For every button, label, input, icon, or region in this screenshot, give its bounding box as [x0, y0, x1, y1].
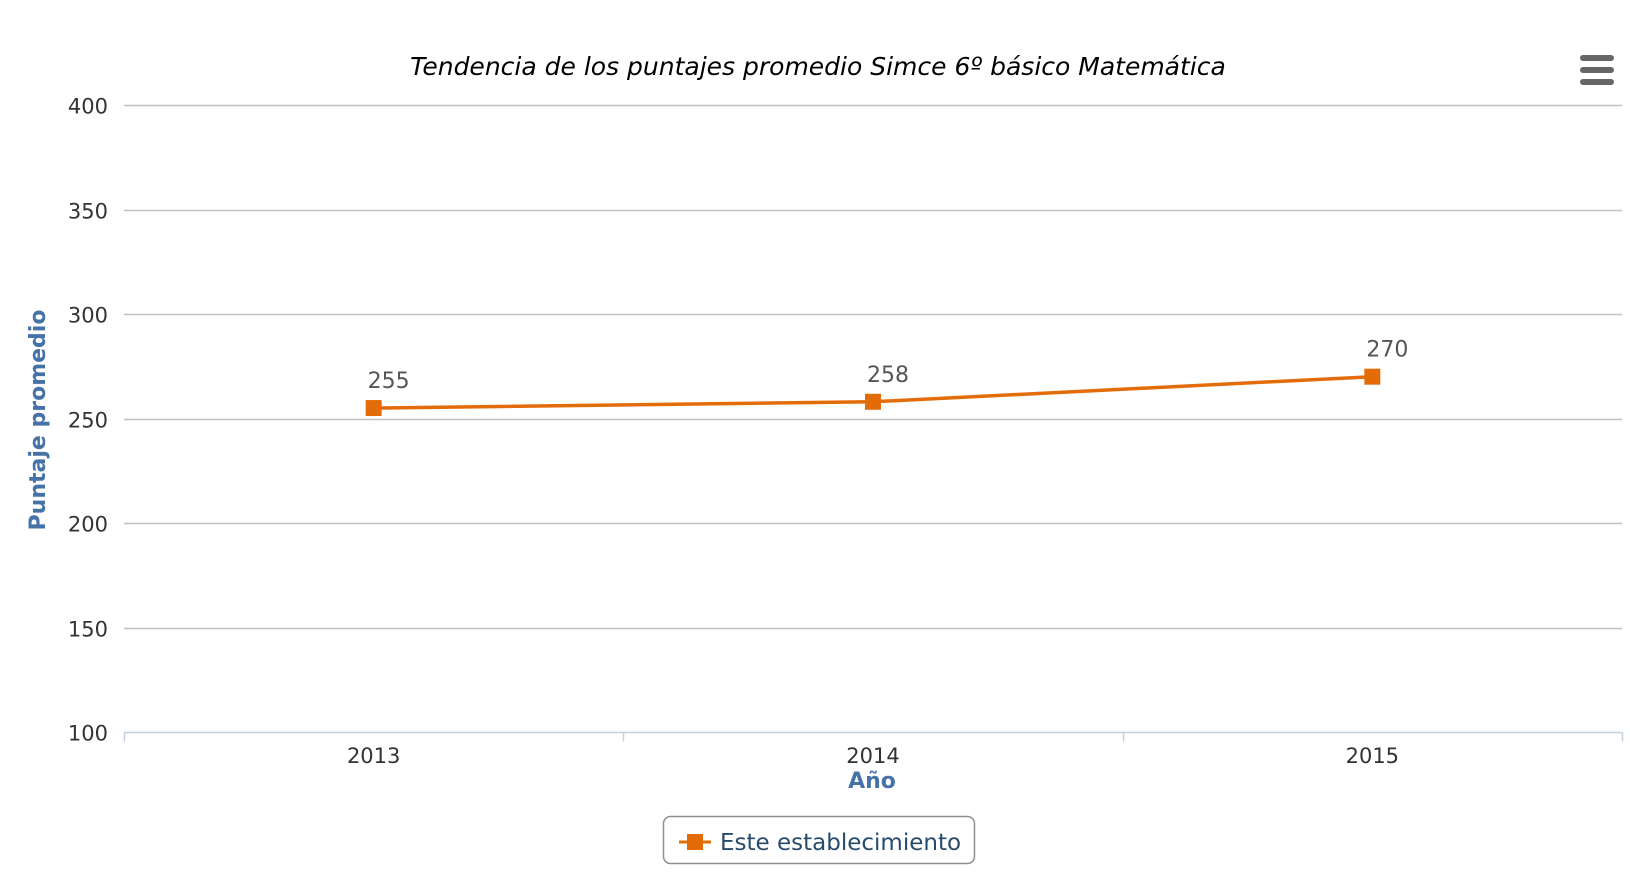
- data-point-2013[interactable]: [365, 400, 382, 417]
- x-axis-title: Año: [848, 769, 896, 794]
- y-tick-label-150: 150: [68, 618, 108, 642]
- legend-series-label: Este establecimiento: [720, 830, 961, 856]
- hamburger-menu-icon: [1580, 55, 1614, 85]
- y-axis-ticks: 100 150 200 250 300 350 400: [68, 95, 108, 746]
- y-tick-label-200: 200: [68, 513, 108, 537]
- data-labels: 255 258 270: [368, 338, 1409, 394]
- y-tick-label-400: 400: [68, 95, 108, 119]
- y-axis-title: Puntaje promedio: [26, 310, 51, 531]
- y-tick-label-300: 300: [68, 304, 108, 328]
- x-tick-label-2014: 2014: [846, 744, 899, 768]
- grid-lines: [124, 104, 1622, 630]
- data-label-2015: 270: [1366, 338, 1408, 363]
- y-tick-label-100: 100: [68, 722, 108, 746]
- y-tick-label-350: 350: [68, 200, 108, 224]
- x-tick-label-2013: 2013: [347, 744, 400, 768]
- y-tick-label-250: 250: [68, 409, 108, 433]
- x-tick-label-2015: 2015: [1346, 744, 1399, 768]
- chart-title: Tendencia de los puntajes promedio Simce…: [410, 52, 1226, 81]
- data-point-2015[interactable]: [1364, 368, 1381, 385]
- legend[interactable]: Este establecimiento: [662, 815, 976, 865]
- legend-series-marker: [687, 834, 703, 850]
- data-point-2014[interactable]: [865, 393, 881, 410]
- data-label-2014: 258: [867, 363, 909, 388]
- x-axis: [123, 731, 1624, 742]
- data-label-2013: 255: [368, 369, 410, 394]
- legend-box: [662, 815, 976, 865]
- series-este-establecimiento: [365, 368, 1381, 417]
- chart-menu-button[interactable]: [1572, 50, 1622, 90]
- x-axis-ticks: 2013 2014 2015: [347, 744, 1399, 768]
